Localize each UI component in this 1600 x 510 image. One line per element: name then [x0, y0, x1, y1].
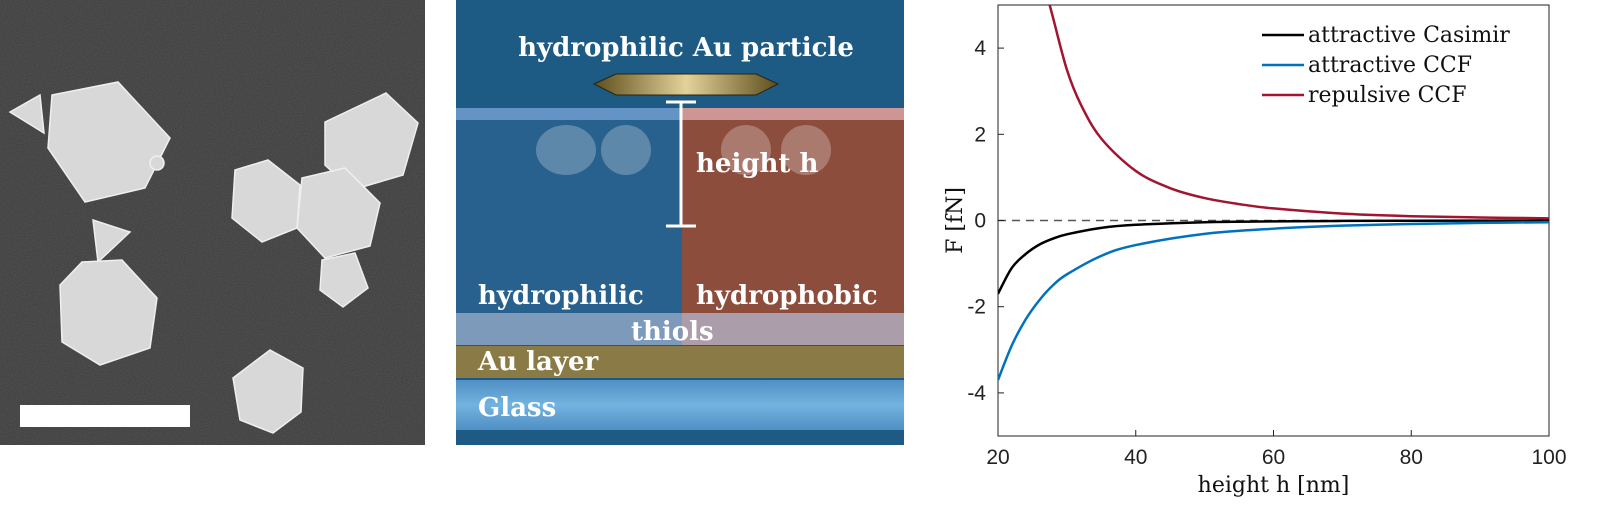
- series-line-attractive-ccf: [998, 220, 1549, 381]
- particle-hexagon-mid-right: [296, 167, 381, 259]
- legend-label: attractive CCF: [1308, 53, 1472, 78]
- legend-label: repulsive CCF: [1308, 83, 1467, 108]
- hydrophilic-region: [456, 108, 682, 313]
- schematic-diagram: hydrophilic Au particle height h hydroph…: [456, 0, 904, 445]
- series-line-repulsive-ccf: [1048, 5, 1549, 220]
- particle-triangle-small: [8, 93, 45, 135]
- series-line-attractive-casimir: [998, 219, 1549, 295]
- sem-image-panel: [0, 0, 425, 445]
- legend-label: attractive Casimir: [1308, 23, 1510, 48]
- particle-hexagon-large: [47, 81, 171, 203]
- label-height: height h: [696, 149, 818, 179]
- particle-triangle-large: [59, 259, 158, 366]
- label-particle: hydrophilic Au particle: [518, 33, 854, 63]
- label-glass: Glass: [478, 393, 556, 423]
- x-tick-label: 20: [986, 446, 1009, 469]
- schematic-panel: hydrophilic Au particle height h hydroph…: [456, 0, 904, 445]
- label-hydrophilic: hydrophilic: [478, 281, 644, 311]
- particle-dot: [149, 155, 165, 171]
- particle-triangle-mid: [92, 218, 132, 264]
- thiols-hydrophobic: [682, 313, 904, 345]
- height-bar: [666, 100, 696, 228]
- scale-bar: [20, 405, 190, 427]
- x-tick-label: 80: [1400, 446, 1423, 469]
- y-tick-label: 2: [974, 123, 986, 146]
- force-chart-panel: 20 40 60 80 100 -4 -2 0 2 4 attractive Casimir attr…: [940, 0, 1600, 506]
- y-tick-label: 0: [974, 210, 986, 233]
- au-particle: [592, 73, 780, 96]
- x-axis-label: height h [nm]: [1198, 473, 1350, 498]
- hydrophobic-top-band: [682, 108, 904, 120]
- y-tick-label: -4: [967, 382, 986, 405]
- sem-image: [0, 0, 425, 445]
- particle-hexagon-bottom: [232, 349, 304, 434]
- label-au-layer: Au layer: [477, 347, 599, 377]
- y-tick-label: -2: [967, 296, 986, 319]
- particle-pentagon-small: [319, 252, 369, 308]
- x-tick-label: 40: [1124, 446, 1147, 469]
- y-axis-label: F [fN]: [943, 187, 968, 254]
- particle-hexagon-right-top: [324, 92, 419, 191]
- hydrophilic-top-band: [456, 108, 682, 120]
- au-layer: [456, 346, 904, 378]
- label-thiols: thiols: [631, 317, 714, 347]
- y-tick-label: 4: [974, 37, 986, 60]
- x-tick-label: 60: [1262, 446, 1285, 469]
- glass-layer: [456, 380, 904, 430]
- label-hydrophobic: hydrophobic: [696, 281, 878, 311]
- force-chart: 20 40 60 80 100 -4 -2 0 2 4 attractive Casimir attr…: [943, 4, 1567, 498]
- hydrophobic-region: [682, 108, 904, 313]
- x-tick-label: 100: [1531, 446, 1566, 469]
